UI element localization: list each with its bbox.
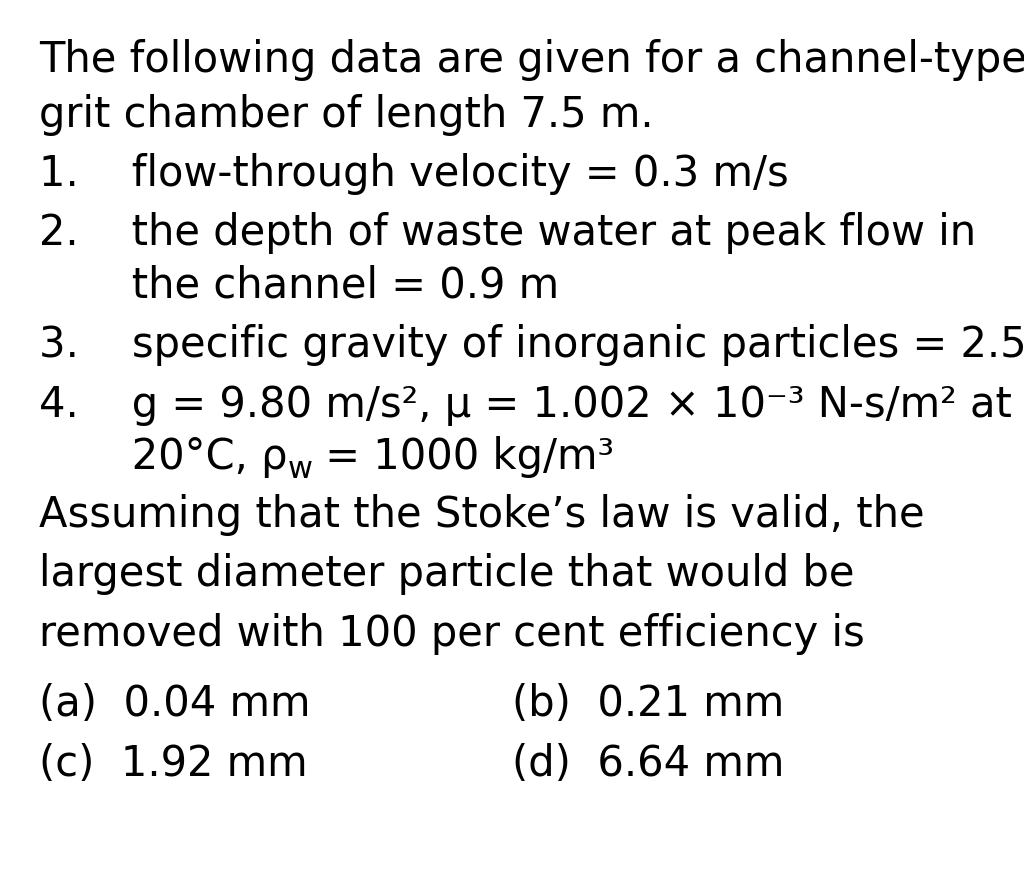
Text: 2.    the depth of waste water at peak flow in: 2. the depth of waste water at peak flow… xyxy=(39,212,976,254)
Text: The following data are given for a channel-type: The following data are given for a chann… xyxy=(39,39,1024,81)
Text: grit chamber of length 7.5 m.: grit chamber of length 7.5 m. xyxy=(39,94,653,135)
Text: 4.    g = 9.80 m/s², μ = 1.002 × 10⁻³ N-s/m² at: 4. g = 9.80 m/s², μ = 1.002 × 10⁻³ N-s/m… xyxy=(39,384,1012,426)
Text: the channel = 0.9 m: the channel = 0.9 m xyxy=(39,265,559,307)
Text: Assuming that the Stoke’s law is valid, the: Assuming that the Stoke’s law is valid, … xyxy=(39,494,925,536)
Text: largest diameter particle that would be: largest diameter particle that would be xyxy=(39,553,854,595)
Text: 3.    specific gravity of inorganic particles = 2.5: 3. specific gravity of inorganic particl… xyxy=(39,324,1024,366)
Text: (d)  6.64 mm: (d) 6.64 mm xyxy=(512,743,784,785)
Text: 1.    flow-through velocity = 0.3 m/s: 1. flow-through velocity = 0.3 m/s xyxy=(39,153,788,195)
Text: removed with 100 per cent efficiency is: removed with 100 per cent efficiency is xyxy=(39,613,864,655)
Text: 20°C, ρ: 20°C, ρ xyxy=(39,436,288,478)
Text: (b)  0.21 mm: (b) 0.21 mm xyxy=(512,683,784,725)
Text: (a)  0.04 mm: (a) 0.04 mm xyxy=(39,683,310,725)
Text: w: w xyxy=(288,455,312,484)
Text: = 1000 kg/m³: = 1000 kg/m³ xyxy=(312,436,614,478)
Text: (c)  1.92 mm: (c) 1.92 mm xyxy=(39,743,307,785)
